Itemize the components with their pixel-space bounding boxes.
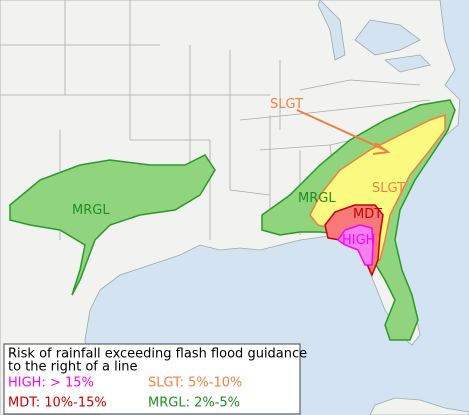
risk-label: HIGH (342, 233, 375, 248)
legend-description: to the right of a line (8, 360, 138, 375)
legend-entry: HIGH: > 15% (8, 376, 94, 391)
great-lakes (317, 0, 431, 73)
cuba (369, 397, 469, 415)
legend-entry: MRGL: 2%-5% (148, 396, 240, 411)
risk-label: SLGT (270, 97, 303, 112)
slgt-arrow (296, 109, 391, 155)
risk-label: SLGT (372, 181, 405, 196)
legend-entry: SLGT: 5%-10% (148, 376, 242, 391)
risk-label: MDT (353, 207, 382, 222)
risk-label: MRGL (298, 191, 336, 206)
risk-label: MRGL (72, 203, 110, 218)
legend-box (3, 343, 301, 415)
legend-description: Risk of rainfall exceeding flash flood g… (8, 347, 307, 362)
mrgl-area-west (9, 154, 216, 296)
high-area (336, 224, 374, 266)
legend-entry: MDT: 10%-15% (8, 396, 107, 411)
